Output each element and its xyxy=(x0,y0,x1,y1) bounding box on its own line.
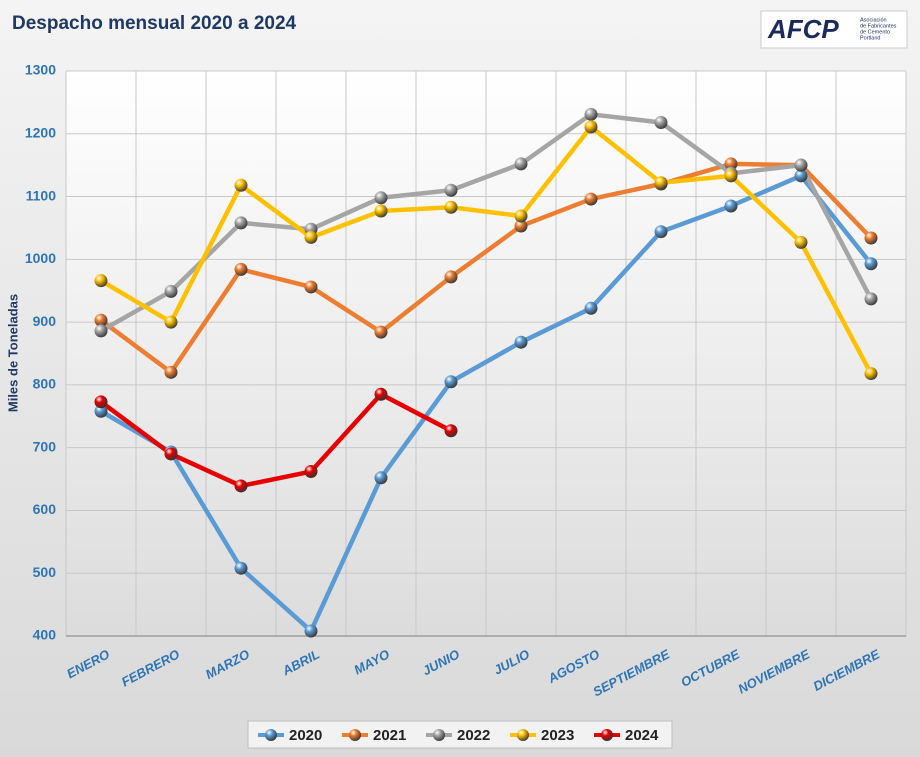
series-line xyxy=(99,161,873,375)
y-tick-label: 1300 xyxy=(25,62,56,78)
legend-swatch xyxy=(349,729,361,741)
point xyxy=(864,231,878,245)
point xyxy=(164,365,178,379)
point xyxy=(514,219,528,233)
point xyxy=(304,465,318,479)
series-line xyxy=(99,392,453,489)
y-tick-label: 1100 xyxy=(26,187,57,203)
legend-swatch xyxy=(265,729,277,741)
legend-label: 2020 xyxy=(289,727,322,744)
point xyxy=(234,178,248,192)
y-tick-label: 1200 xyxy=(25,124,56,140)
point xyxy=(654,115,668,129)
series-line xyxy=(99,124,873,375)
legend-label: 2024 xyxy=(625,727,659,744)
point xyxy=(304,624,318,638)
point xyxy=(94,404,108,418)
y-tick-label: 700 xyxy=(33,438,57,454)
legend-label: 2021 xyxy=(373,727,406,744)
point xyxy=(234,561,248,575)
point xyxy=(584,120,598,134)
logo: AFCP Asociación de Fabricantes de Cement… xyxy=(760,10,908,49)
y-axis-label: Miles de Toneladas xyxy=(5,294,20,412)
point xyxy=(584,192,598,206)
point xyxy=(234,479,248,493)
chart-title: Despacho mensual 2020 a 2024 xyxy=(12,13,297,34)
point xyxy=(94,274,108,288)
point xyxy=(794,158,808,172)
legend-swatch xyxy=(601,729,613,741)
point xyxy=(234,262,248,276)
y-tick-label: 800 xyxy=(33,376,57,392)
point xyxy=(724,199,738,213)
point xyxy=(514,157,528,171)
point xyxy=(374,191,388,205)
legend-label: 2022 xyxy=(457,727,490,744)
legend-swatch xyxy=(433,729,445,741)
y-tick-label: 500 xyxy=(33,564,57,580)
logo-line: Asociación xyxy=(860,17,887,23)
point xyxy=(94,395,108,409)
point xyxy=(94,324,108,338)
y-tick-label: 1000 xyxy=(25,250,56,266)
point xyxy=(444,200,458,214)
logo-line: de Cemento xyxy=(860,29,890,35)
legend-swatch xyxy=(517,729,529,741)
point xyxy=(584,301,598,315)
y-tick-label: 900 xyxy=(33,313,57,329)
series-line xyxy=(99,173,873,634)
y-tick-label: 400 xyxy=(33,627,57,643)
logo-line: Portland xyxy=(860,35,881,41)
point xyxy=(444,375,458,389)
point xyxy=(864,257,878,271)
point xyxy=(164,284,178,298)
point xyxy=(864,292,878,306)
point xyxy=(514,209,528,223)
point xyxy=(444,183,458,197)
point xyxy=(444,424,458,438)
logo-line: de Fabricantes xyxy=(860,23,897,29)
series-line xyxy=(99,112,873,333)
point xyxy=(724,169,738,183)
point xyxy=(794,169,808,183)
point xyxy=(374,204,388,218)
point xyxy=(724,157,738,171)
logo-name: AFCP xyxy=(767,14,839,44)
point xyxy=(514,335,528,349)
logo-box xyxy=(760,10,908,49)
point xyxy=(234,216,248,230)
y-tick-label: 600 xyxy=(33,501,57,517)
point xyxy=(794,235,808,249)
point xyxy=(584,107,598,121)
point xyxy=(654,176,668,190)
point xyxy=(374,471,388,485)
point xyxy=(654,225,668,239)
point xyxy=(164,447,178,461)
point xyxy=(864,367,878,381)
point xyxy=(304,230,318,244)
point xyxy=(374,387,388,401)
point xyxy=(444,270,458,284)
point xyxy=(94,313,108,327)
point xyxy=(304,280,318,294)
point xyxy=(164,315,178,329)
legend-label: 2023 xyxy=(541,727,574,744)
point xyxy=(374,325,388,339)
